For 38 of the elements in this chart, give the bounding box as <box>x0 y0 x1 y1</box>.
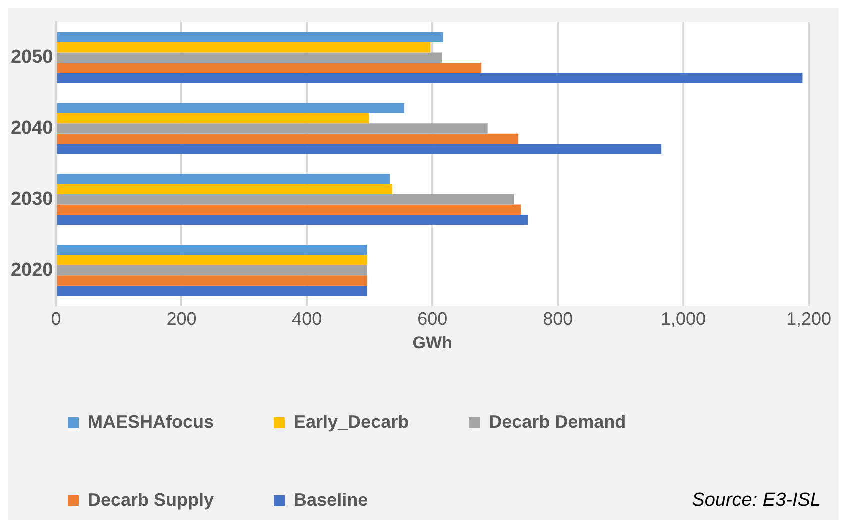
x-tick-label: 0 <box>51 308 62 329</box>
bar <box>57 276 368 286</box>
bar <box>57 174 390 184</box>
bar <box>57 124 488 134</box>
x-tick-label: 600 <box>418 308 448 329</box>
bar <box>57 144 662 154</box>
x-tick-label: 400 <box>292 308 322 329</box>
x-tick-label: 200 <box>166 308 197 329</box>
legend-label: MAESHAfocus <box>88 412 214 432</box>
legend-label: Decarb Supply <box>88 490 214 510</box>
bar <box>57 214 528 226</box>
y-tick-label: 2030 <box>10 188 54 210</box>
bar <box>57 245 368 256</box>
legend-label: Baseline <box>294 490 368 510</box>
x-tick-label: 1,200 <box>786 308 832 329</box>
bar <box>57 113 370 124</box>
x-tick-label: 800 <box>543 308 574 329</box>
bar <box>57 32 444 43</box>
bar <box>57 52 442 63</box>
bar <box>57 194 514 205</box>
legend-label: Decarb Demand <box>489 412 626 432</box>
bar <box>57 73 803 84</box>
bar <box>57 184 392 195</box>
y-tick-label: 2020 <box>10 260 54 281</box>
source-note: Source: E3-ISL <box>692 490 821 512</box>
bar <box>57 255 368 266</box>
x-axis-title: GWh <box>412 333 452 352</box>
legend-label: Early_Decarb <box>294 412 410 432</box>
y-tick-label: 2050 <box>10 47 54 68</box>
bar <box>57 286 368 296</box>
bar <box>57 134 519 144</box>
y-tick-label: 2040 <box>10 118 54 139</box>
x-tick-label: 1,000 <box>661 308 706 329</box>
bar <box>57 62 482 74</box>
bar <box>57 204 522 215</box>
bar <box>57 103 404 114</box>
bar <box>57 42 431 53</box>
bar <box>57 265 368 276</box>
